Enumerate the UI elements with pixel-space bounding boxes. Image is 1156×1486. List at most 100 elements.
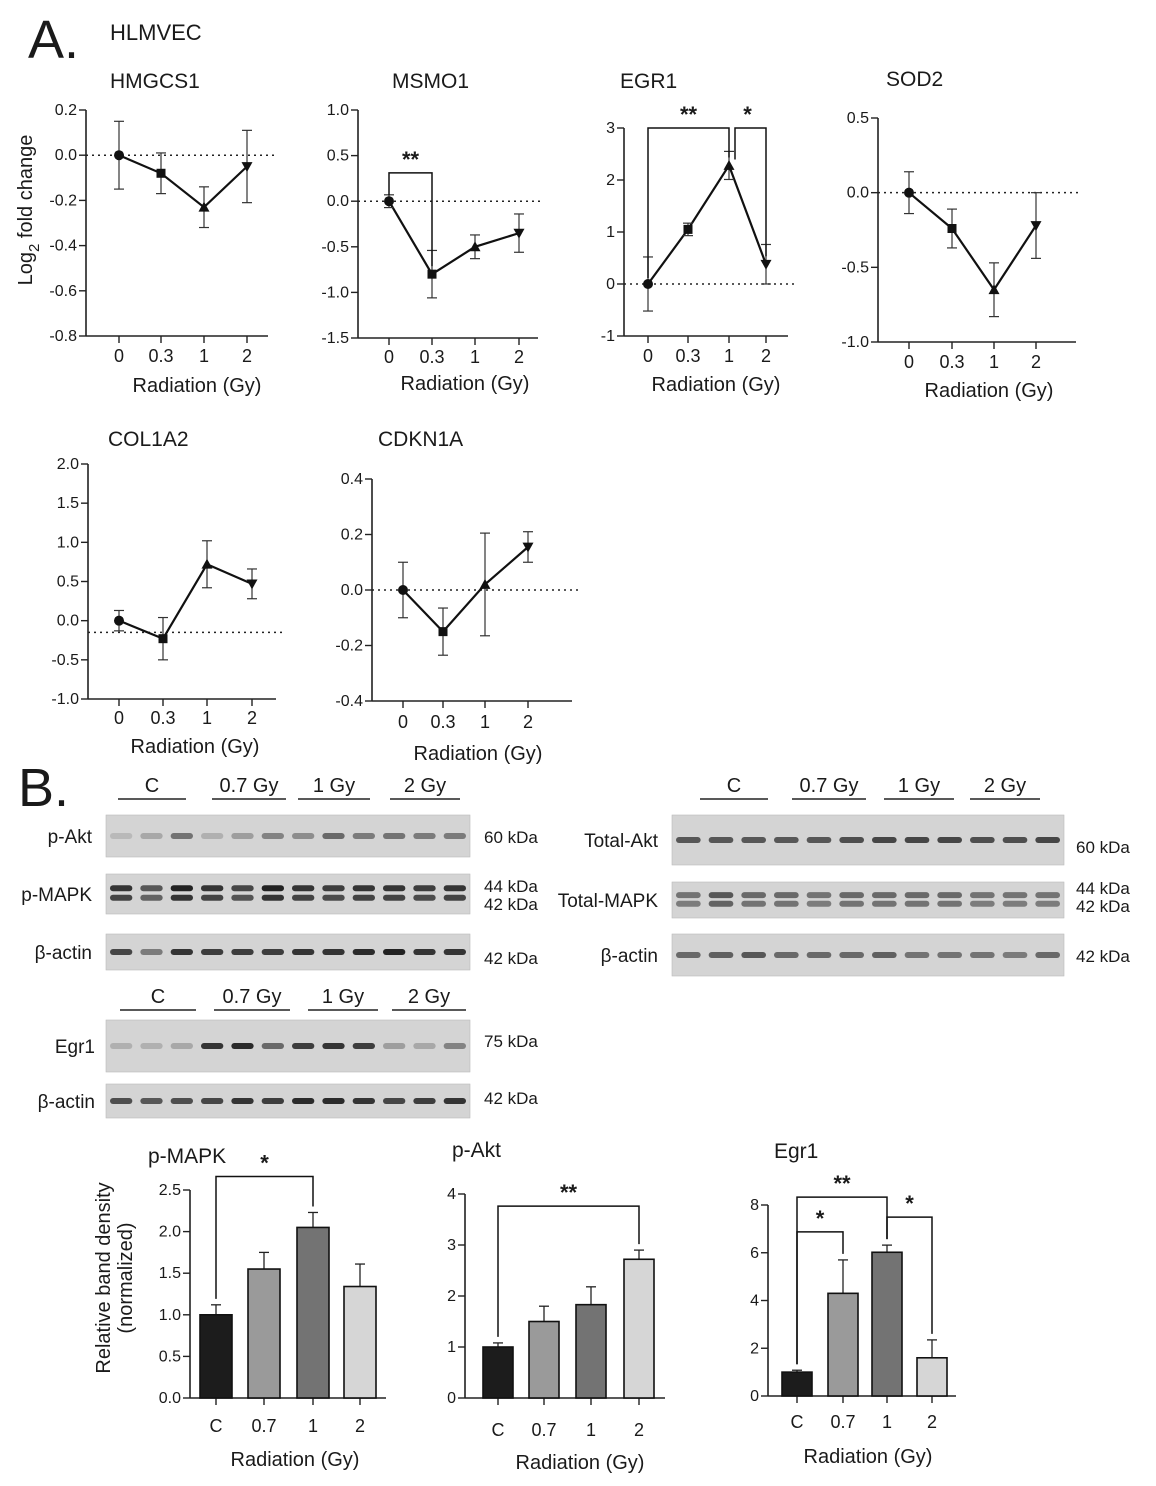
protein-band xyxy=(774,952,799,958)
protein-band xyxy=(292,1043,315,1049)
protein-band xyxy=(292,949,315,955)
y-tick-label: 0.4 xyxy=(341,471,363,488)
y-tick-label: -0.5 xyxy=(51,652,79,669)
protein-band xyxy=(708,900,734,907)
protein-band xyxy=(352,894,375,901)
ylabel-line-2: (normalized) xyxy=(115,1222,137,1333)
y-tick-label: -0.5 xyxy=(841,259,869,276)
protein-band xyxy=(231,833,254,839)
protein-band xyxy=(322,885,345,892)
protein-band xyxy=(443,894,466,901)
data-point xyxy=(384,196,394,207)
bar xyxy=(199,1314,233,1399)
y-tick-label: 4 xyxy=(447,1186,456,1203)
significance-label: * xyxy=(743,102,752,127)
protein-band xyxy=(904,952,930,958)
protein-band xyxy=(413,894,436,901)
protein-band xyxy=(292,894,315,901)
protein-band xyxy=(383,833,406,839)
protein-band xyxy=(741,900,766,907)
lane-label: 1 Gy xyxy=(313,775,355,797)
protein-band xyxy=(261,1098,284,1104)
protein-band xyxy=(443,949,466,955)
data-point xyxy=(438,627,448,637)
y-tick-label: 0.0 xyxy=(57,613,79,630)
x-tick-label: 0 xyxy=(384,347,394,367)
x-tick-label: 0 xyxy=(904,352,914,372)
data-point xyxy=(398,585,408,595)
protein-band xyxy=(352,949,375,955)
y-tick-label: -1.0 xyxy=(51,691,79,708)
protein-band xyxy=(231,1043,254,1049)
data-point xyxy=(522,542,534,553)
x-axis-title: Radiation (Gy) xyxy=(804,1446,933,1468)
protein-band xyxy=(140,1043,163,1049)
chart-title: COL1A2 xyxy=(108,428,189,451)
bar xyxy=(916,1357,948,1397)
x-axis-title: Radiation (Gy) xyxy=(131,736,260,758)
y-tick-label: -1 xyxy=(601,328,615,345)
y-tick-label: 1.5 xyxy=(57,495,79,512)
y-tick-label: 1.0 xyxy=(327,102,349,119)
kda-label: 42 kDa xyxy=(484,949,538,968)
bar xyxy=(482,1346,514,1399)
protein-band xyxy=(1035,900,1060,907)
lane-label: C xyxy=(145,775,159,797)
series-line xyxy=(388,200,520,276)
x-tick-label: 2 xyxy=(242,346,252,366)
data-point xyxy=(1030,221,1042,232)
series-line xyxy=(647,162,768,285)
data-point xyxy=(904,187,914,198)
y-tick-label: 4 xyxy=(750,1293,759,1310)
protein-band xyxy=(937,952,962,958)
bar xyxy=(871,1251,903,1397)
x-tick-label: 2 xyxy=(514,347,524,367)
protein-band xyxy=(1035,952,1060,958)
bar xyxy=(343,1285,377,1399)
x-tick-label: 0.7 xyxy=(830,1412,855,1432)
chart-msmo1: MSMO1 1.0 0.5 0.0 -0.5 -1.0 -1.5 0 0.3 1 2 Radiatio… xyxy=(321,70,544,395)
x-tick-label: 0 xyxy=(114,708,124,728)
data-point xyxy=(156,168,166,178)
chart-title: HMGCS1 xyxy=(110,70,200,93)
protein-band xyxy=(708,892,734,899)
blot-row-label: p-Akt xyxy=(48,827,93,848)
blot-row-label: Total-Akt xyxy=(584,831,659,852)
protein-band xyxy=(413,949,436,955)
x-tick-label: 0.7 xyxy=(251,1416,276,1436)
protein-band xyxy=(904,892,930,899)
y-tick-label: -0.4 xyxy=(49,238,77,255)
protein-band xyxy=(110,1098,133,1104)
lane-label: 0.7 Gy xyxy=(223,986,282,1008)
x-tick-label: 0 xyxy=(398,712,408,732)
chart-p-mapk-bars: p-MAPK 0.0 0.5 1.0 1.5 2.0 2.5 C 0.7 1 2 Radiation … xyxy=(148,1145,386,1471)
protein-band xyxy=(201,1043,224,1049)
x-tick-label: 0.3 xyxy=(419,347,444,367)
chart-title: p-Akt xyxy=(452,1139,501,1162)
y-tick-label: 2.0 xyxy=(159,1224,181,1241)
ylabel-rest: fold change xyxy=(15,135,37,244)
significance-bracket xyxy=(497,1205,640,1337)
y-tick-label: 2 xyxy=(750,1340,759,1357)
x-tick-label: 0.3 xyxy=(148,346,173,366)
y-tick-label: 0 xyxy=(750,1388,759,1405)
protein-band xyxy=(110,1043,133,1049)
protein-band xyxy=(774,900,799,907)
lane-label: C xyxy=(727,775,741,797)
protein-band xyxy=(261,949,284,955)
bar xyxy=(247,1268,281,1399)
y-tick-label: 0.0 xyxy=(55,147,77,164)
data-point xyxy=(723,159,735,170)
protein-band xyxy=(140,949,163,955)
blot-row-label: Egr1 xyxy=(55,1037,95,1058)
y-tick-label: -0.5 xyxy=(321,239,349,256)
protein-band xyxy=(839,892,864,899)
x-tick-label: 1 xyxy=(470,347,480,367)
x-tick-label: 1 xyxy=(882,1412,892,1432)
bar xyxy=(528,1320,560,1399)
bar xyxy=(827,1292,859,1397)
kda-label: 42 kDa xyxy=(484,1089,538,1108)
protein-band xyxy=(201,1098,224,1104)
y-tick-label: 0.0 xyxy=(847,185,869,202)
